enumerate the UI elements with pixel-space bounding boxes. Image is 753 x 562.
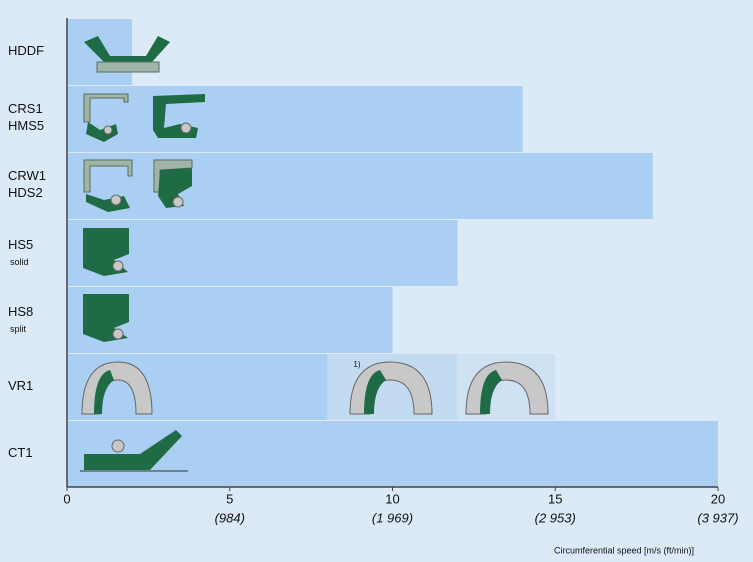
crs1-spring [103, 125, 113, 135]
y-tick-label: HS8 [8, 304, 33, 319]
x-tick-label: 10 [385, 491, 399, 506]
hs8-icon [83, 294, 129, 342]
hds2-spring [172, 196, 184, 208]
x-tick-sublabel: (2 953) [535, 510, 576, 525]
y-tick-label: HMS5 [8, 118, 44, 133]
annotation: 1) [353, 360, 360, 369]
y-tick-label: HDDF [8, 43, 44, 58]
x-tick-label: 0 [63, 491, 70, 506]
crw1-case [83, 159, 133, 193]
y-tick-label: VR1 [8, 378, 33, 393]
x-tick-sublabel: (984) [215, 510, 245, 525]
category-note: solid [10, 257, 29, 267]
bar [67, 220, 458, 286]
x-tick-label: 15 [548, 491, 562, 506]
ct1-screw [111, 439, 125, 453]
y-tick-label: CRS1 [8, 101, 43, 116]
x-tick-label: 20 [711, 491, 725, 506]
vr1-lip-2 [364, 370, 386, 414]
x-tick-label: 5 [226, 491, 233, 506]
bar [67, 86, 523, 152]
y-tick-label: HS5 [8, 237, 33, 252]
x-tick-sublabel: (3 937) [697, 510, 738, 525]
hs5-spring [112, 260, 124, 272]
crw1-spring [110, 194, 122, 206]
seal-icons [80, 36, 549, 472]
y-tick-label: HDS2 [8, 185, 43, 200]
x-tick-sublabel: (1 969) [372, 510, 413, 525]
hs8-spring [112, 328, 124, 340]
hms5-spring [180, 122, 192, 134]
hddf-base [96, 61, 160, 73]
crs1-case [83, 93, 129, 123]
y-tick-label: CT1 [8, 445, 33, 460]
hds2-icon [158, 168, 192, 208]
vr1-lip [94, 370, 114, 414]
x-axis-label: Circumferential speed [m/s (ft/min)] [554, 545, 694, 555]
hddf-icon [84, 36, 170, 62]
y-tick-label: CRW1 [8, 168, 46, 183]
vr1-lip-3 [480, 370, 502, 414]
bars [67, 19, 718, 487]
category-note: split [10, 324, 27, 334]
hms5-icon [153, 94, 205, 138]
ct1-icon [84, 430, 182, 470]
